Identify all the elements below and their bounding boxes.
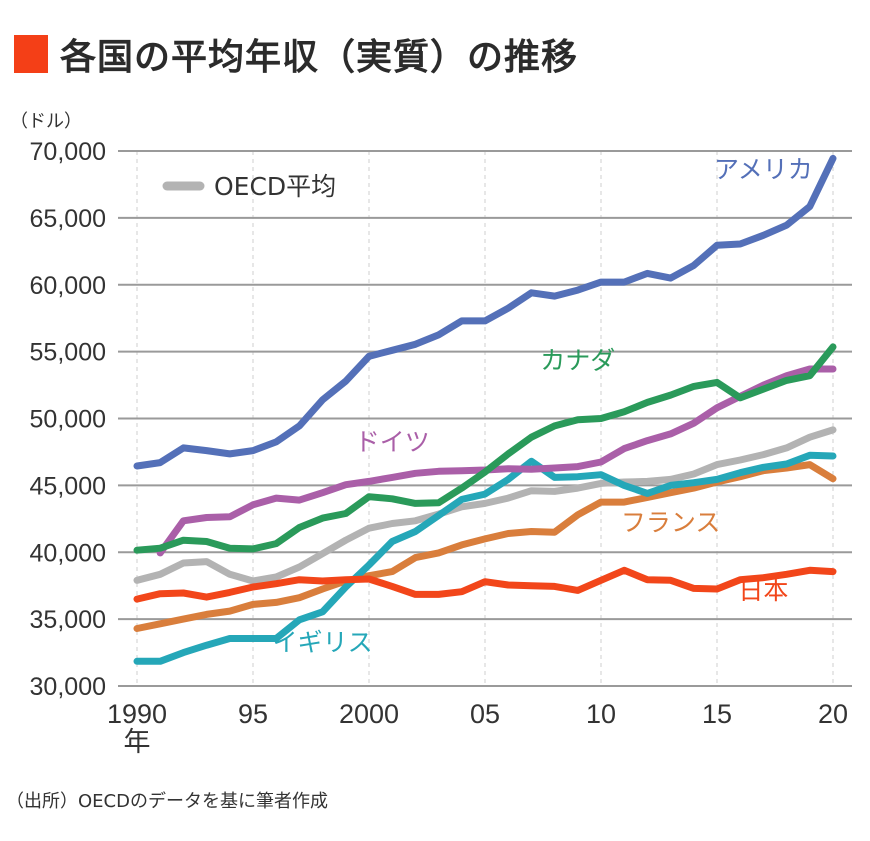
y-tick-label: 45,000 bbox=[30, 472, 106, 500]
x-axis-year-label: 年 bbox=[124, 727, 151, 757]
y-tick-label: 50,000 bbox=[30, 406, 106, 434]
y-tick-label: 65,000 bbox=[30, 205, 106, 233]
x-tick-label: 20 bbox=[818, 699, 848, 729]
x-axis-ticks: 1990 95 2000 05 10 15 20 年 bbox=[107, 699, 848, 757]
y-tick-label: 60,000 bbox=[30, 272, 106, 300]
series-line-アメリカ bbox=[133, 154, 837, 470]
series-label: アメリカ bbox=[714, 155, 813, 184]
y-tick-label: 55,000 bbox=[30, 339, 106, 367]
title-marker-square bbox=[14, 35, 48, 73]
series-label: カナダ bbox=[540, 346, 615, 375]
y-axis-unit-label: （ドル） bbox=[10, 111, 82, 132]
x-tick-label: 10 bbox=[586, 699, 616, 729]
series-line-イギリス bbox=[133, 451, 837, 665]
series-label: 日本 bbox=[738, 576, 788, 605]
y-tick-label: 40,000 bbox=[30, 539, 106, 567]
chart-title-block: 各国の平均年収（実質）の推移 bbox=[14, 28, 578, 80]
grid bbox=[118, 150, 852, 687]
series-line-日本 bbox=[133, 566, 837, 603]
legend: OECD平均 bbox=[162, 172, 336, 201]
series-label: イギリス bbox=[273, 628, 373, 657]
source-note: （出所）OECDのデータを基に筆者作成 bbox=[6, 791, 328, 812]
x-tick-label: 1990 bbox=[107, 699, 167, 729]
y-tick-label: 70,000 bbox=[30, 138, 106, 166]
series-label: ドイツ bbox=[355, 428, 430, 457]
chart-title: 各国の平均年収（実質）の推移 bbox=[60, 37, 579, 78]
series-line-OECD平均 bbox=[133, 426, 837, 585]
x-tick-label: 05 bbox=[470, 699, 500, 729]
series-line-ドイツ bbox=[156, 365, 837, 557]
series-label: フランス bbox=[621, 508, 721, 537]
x-tick-label: 2000 bbox=[339, 699, 399, 729]
series-line-カナダ bbox=[133, 343, 837, 554]
y-axis-ticks: 30,000 35,000 40,000 45,000 50,000 55,000 60,0… bbox=[30, 138, 106, 701]
legend-label: OECD平均 bbox=[214, 172, 336, 201]
x-tick-label: 95 bbox=[238, 699, 268, 729]
x-tick-label: 15 bbox=[702, 699, 732, 729]
y-tick-label: 35,000 bbox=[30, 606, 106, 634]
y-tick-label: 30,000 bbox=[30, 673, 106, 701]
series-lines bbox=[133, 154, 837, 665]
